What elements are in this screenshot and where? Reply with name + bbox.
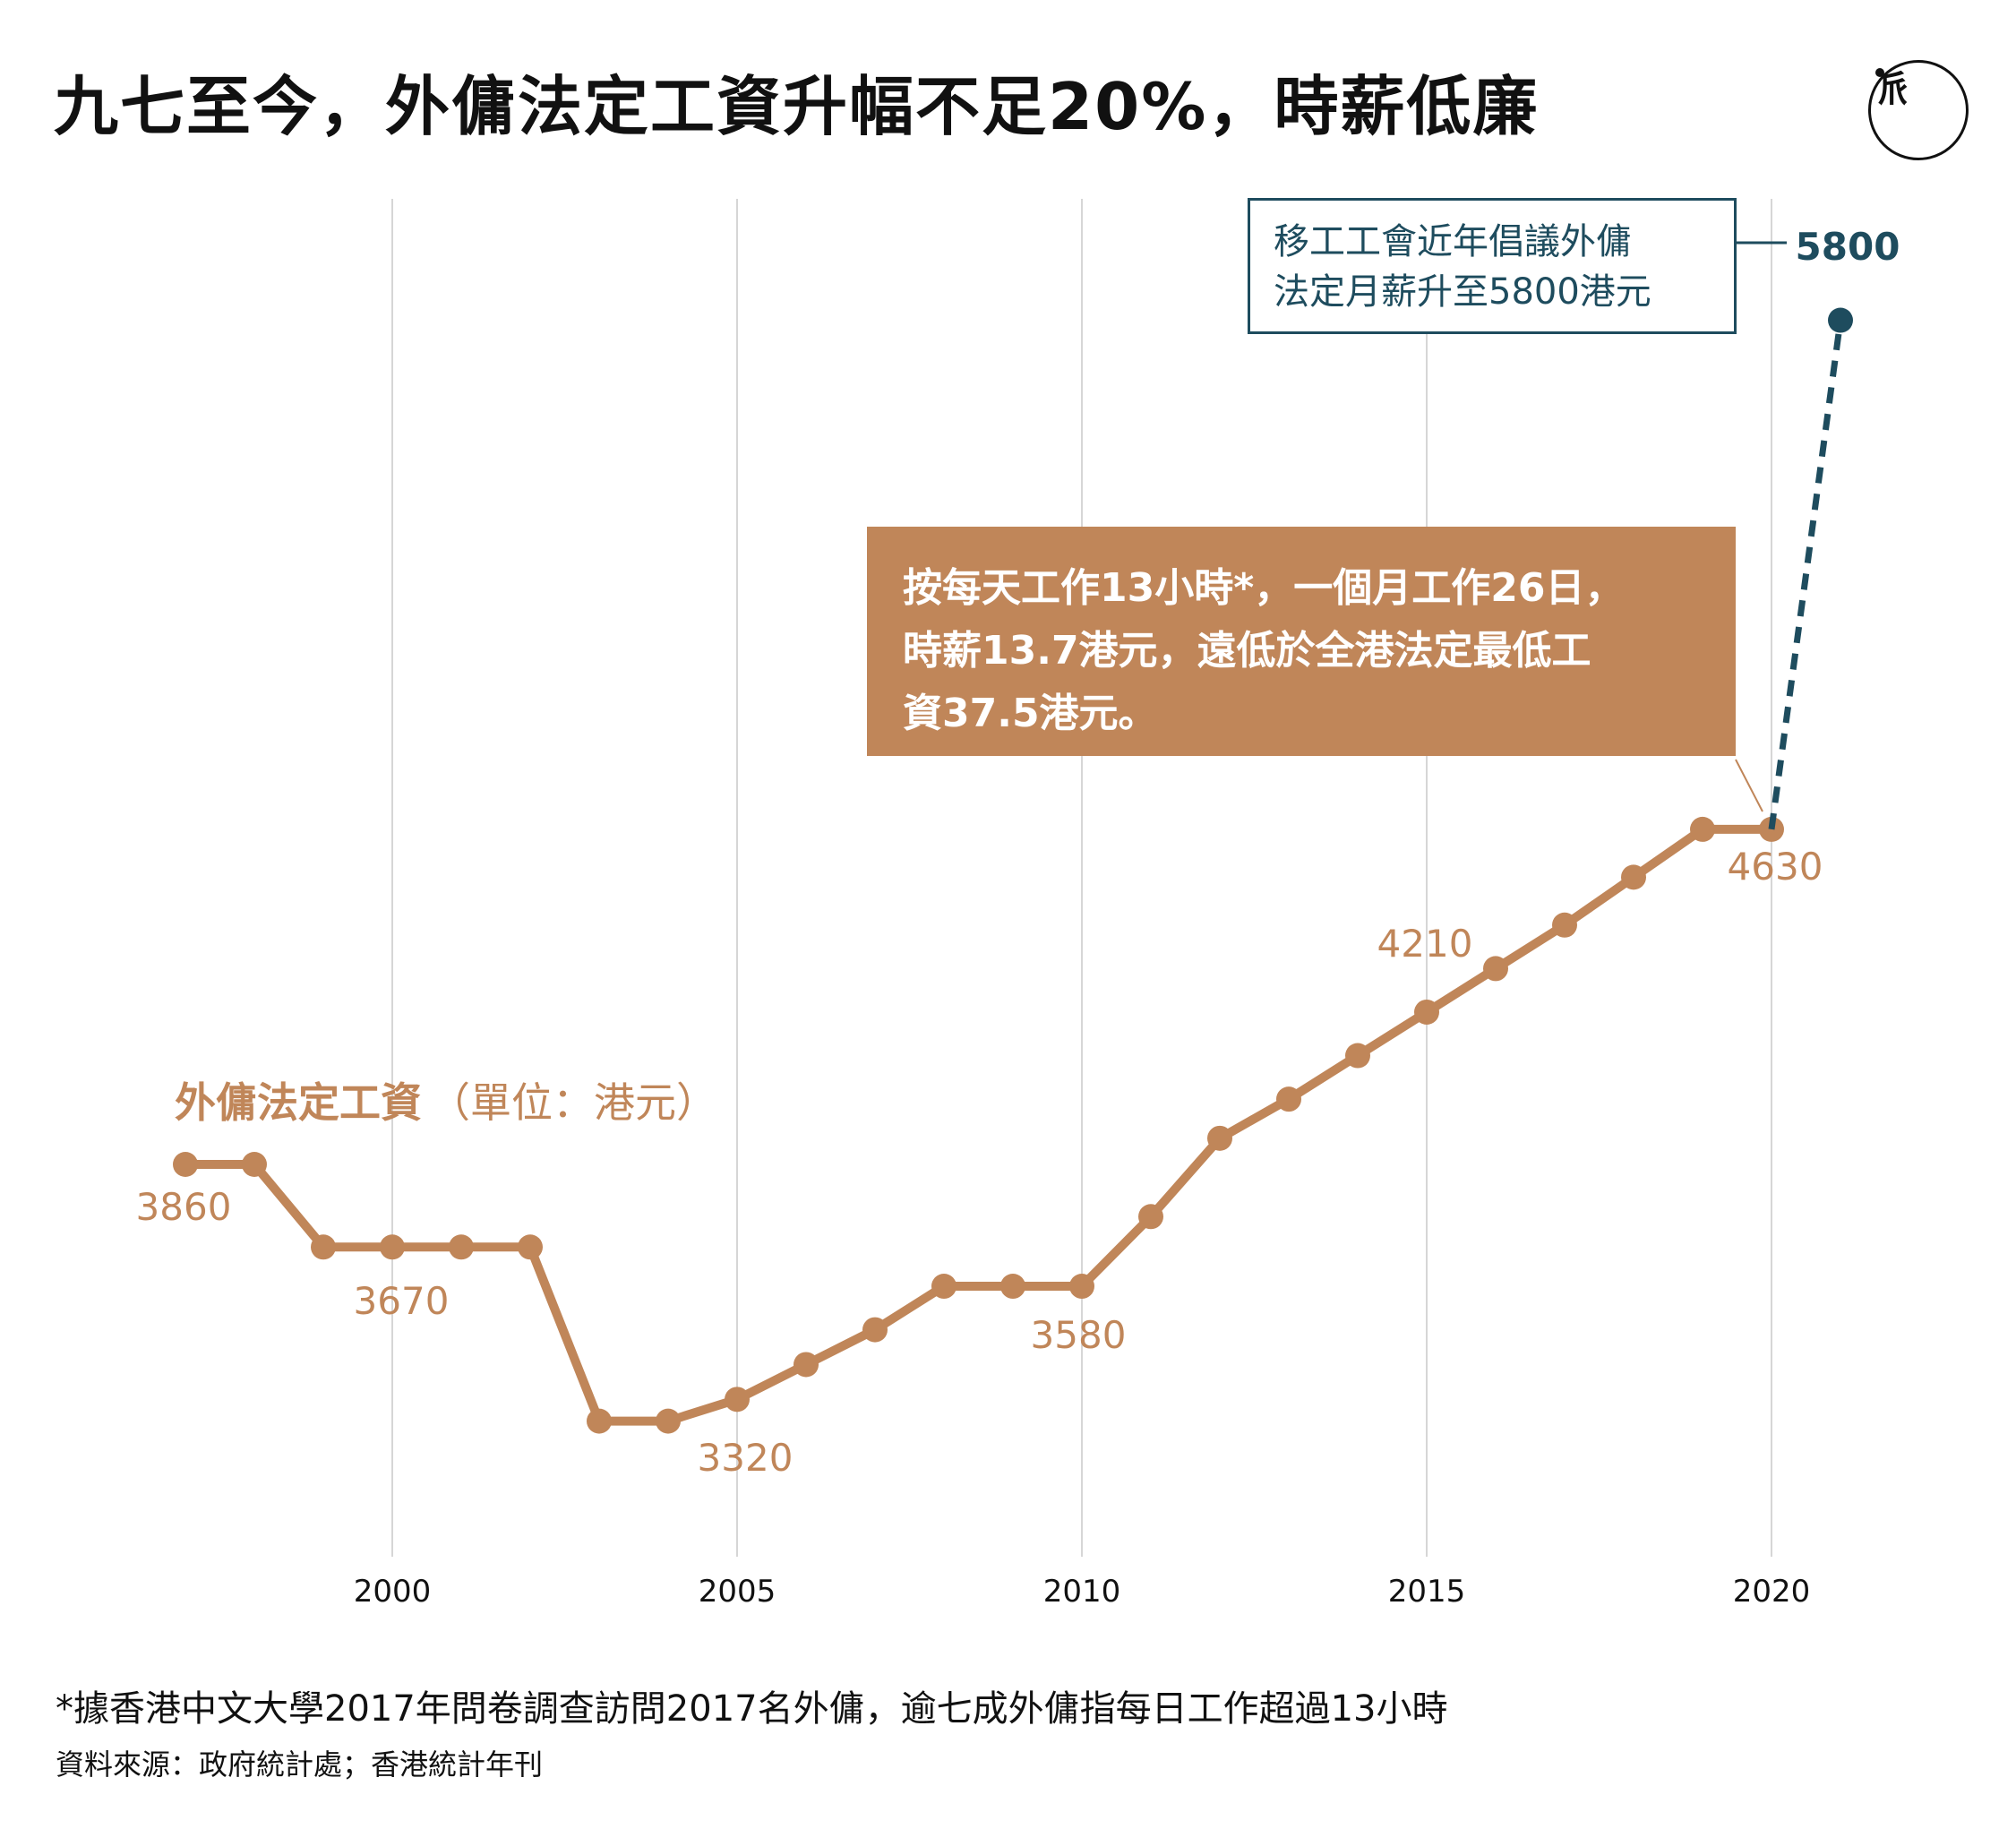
data-point bbox=[1690, 816, 1715, 842]
source-note: 資料來源：政府統計處；香港統計年刊 bbox=[56, 1747, 544, 1782]
data-point bbox=[242, 1152, 267, 1177]
data-label: 3580 bbox=[1031, 1313, 1127, 1357]
data-point bbox=[1552, 912, 1577, 938]
note-line: 時薪13.7港元，遠低於全港法定最低工 bbox=[903, 628, 1591, 674]
data-point bbox=[380, 1234, 405, 1260]
logo-mark: 𠂢 bbox=[1875, 68, 1911, 110]
data-point bbox=[862, 1317, 888, 1343]
data-point bbox=[1345, 1043, 1370, 1069]
data-label: 3860 bbox=[136, 1185, 232, 1229]
data-point bbox=[725, 1387, 750, 1413]
data-point bbox=[173, 1152, 198, 1177]
note-connector bbox=[1735, 759, 1763, 812]
series-name: 外傭法定工資 bbox=[175, 1078, 422, 1127]
x-tick-label: 2010 bbox=[1043, 1574, 1121, 1610]
x-tick-label: 2005 bbox=[699, 1574, 776, 1610]
data-point bbox=[1483, 956, 1508, 982]
target-value-label: 5800 bbox=[1796, 225, 1900, 269]
data-point bbox=[1069, 1274, 1094, 1300]
data-point bbox=[1759, 816, 1784, 842]
data-point bbox=[931, 1274, 957, 1300]
data-point bbox=[794, 1352, 819, 1378]
note-line: 按每天工作13小時*，一個月工作26日， bbox=[903, 565, 1625, 611]
chart-title: 九七至今，外傭法定工資升幅不足20%，時薪低廉 bbox=[54, 69, 1540, 144]
target-point bbox=[1828, 307, 1853, 333]
annotation-connectors bbox=[1735, 241, 1787, 812]
logo-dot bbox=[1875, 68, 1884, 77]
data-point bbox=[1000, 1274, 1025, 1300]
x-tick-label: 2020 bbox=[1733, 1574, 1811, 1610]
series-unit: （單位：港元） bbox=[429, 1078, 717, 1127]
initium-logo-icon bbox=[1868, 60, 1969, 160]
data-point bbox=[1207, 1125, 1232, 1151]
data-label: 4210 bbox=[1377, 922, 1473, 966]
data-point bbox=[587, 1408, 612, 1434]
gridlines bbox=[391, 199, 1772, 1557]
data-labels: 3860 3670 3320 3580 4210 4630 5800 bbox=[136, 225, 1900, 1480]
callout-line: 移工工會近年倡議外傭 bbox=[1274, 221, 1632, 262]
data-label: 3320 bbox=[698, 1436, 794, 1480]
data-point bbox=[311, 1234, 336, 1260]
note-line: 資37.5港元。 bbox=[903, 691, 1158, 736]
data-point bbox=[1138, 1204, 1163, 1230]
data-point bbox=[1276, 1086, 1301, 1112]
footnote: *據香港中文大學2017年問卷調查訪問2017名外傭，逾七成外傭指每日工作超過1… bbox=[56, 1688, 1448, 1730]
x-axis: 2000 2005 2010 2015 2020 bbox=[354, 1574, 1811, 1610]
series-legend-label: 外傭法定工資 （單位：港元） bbox=[175, 1070, 717, 1129]
callout-line: 法定月薪升至5800港元 bbox=[1274, 271, 1651, 313]
hourly-wage-note: 按每天工作13小時*，一個月工作26日， 時薪13.7港元，遠低於全港法定最低工… bbox=[867, 527, 1736, 756]
data-label: 3670 bbox=[354, 1279, 450, 1323]
data-point bbox=[1414, 999, 1439, 1025]
x-tick-label: 2000 bbox=[354, 1574, 432, 1610]
target-line bbox=[1768, 320, 1844, 830]
data-point bbox=[518, 1234, 543, 1260]
data-label: 4630 bbox=[1728, 845, 1823, 889]
x-tick-label: 2015 bbox=[1388, 1574, 1466, 1610]
data-point bbox=[656, 1408, 681, 1434]
series bbox=[173, 307, 1853, 1434]
union-target-callout: 移工工會近年倡議外傭 法定月薪升至5800港元 bbox=[1248, 198, 1737, 334]
data-point bbox=[1621, 864, 1646, 890]
data-point bbox=[449, 1234, 474, 1260]
